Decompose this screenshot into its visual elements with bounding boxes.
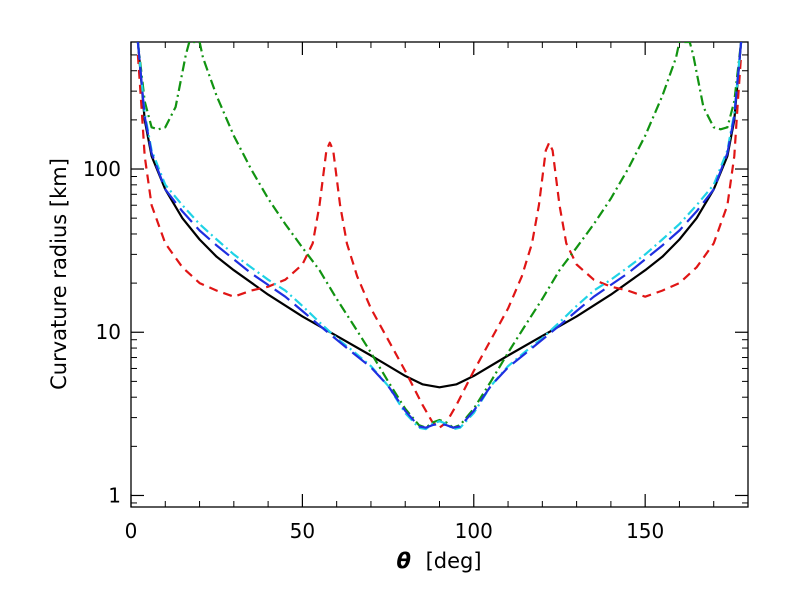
- series-line-5: [136, 42, 743, 429]
- y-tick-label: 10: [96, 320, 121, 344]
- series-line-2: [136, 54, 743, 429]
- x-axis-symbol: θ: [396, 549, 410, 573]
- series-line-4: [136, 42, 743, 431]
- y-tick-label: 100: [83, 157, 121, 181]
- series-line-3: [136, 42, 743, 429]
- y-axis-title: Curvature radius [km]: [47, 158, 71, 390]
- y-tick-label: 1: [108, 483, 121, 507]
- x-axis-unit: [deg]: [426, 549, 482, 573]
- x-tick-label: 150: [626, 519, 664, 543]
- x-axis-title: θ [deg]: [396, 549, 481, 573]
- series-group: [136, 42, 743, 431]
- tick-labels: 0 50 100 150 1 10 100: [83, 157, 664, 543]
- series-line-1: [136, 42, 743, 389]
- x-tick-label: 100: [455, 519, 493, 543]
- x-tick-label: 0: [125, 519, 138, 543]
- x-tick-label: 50: [290, 519, 315, 543]
